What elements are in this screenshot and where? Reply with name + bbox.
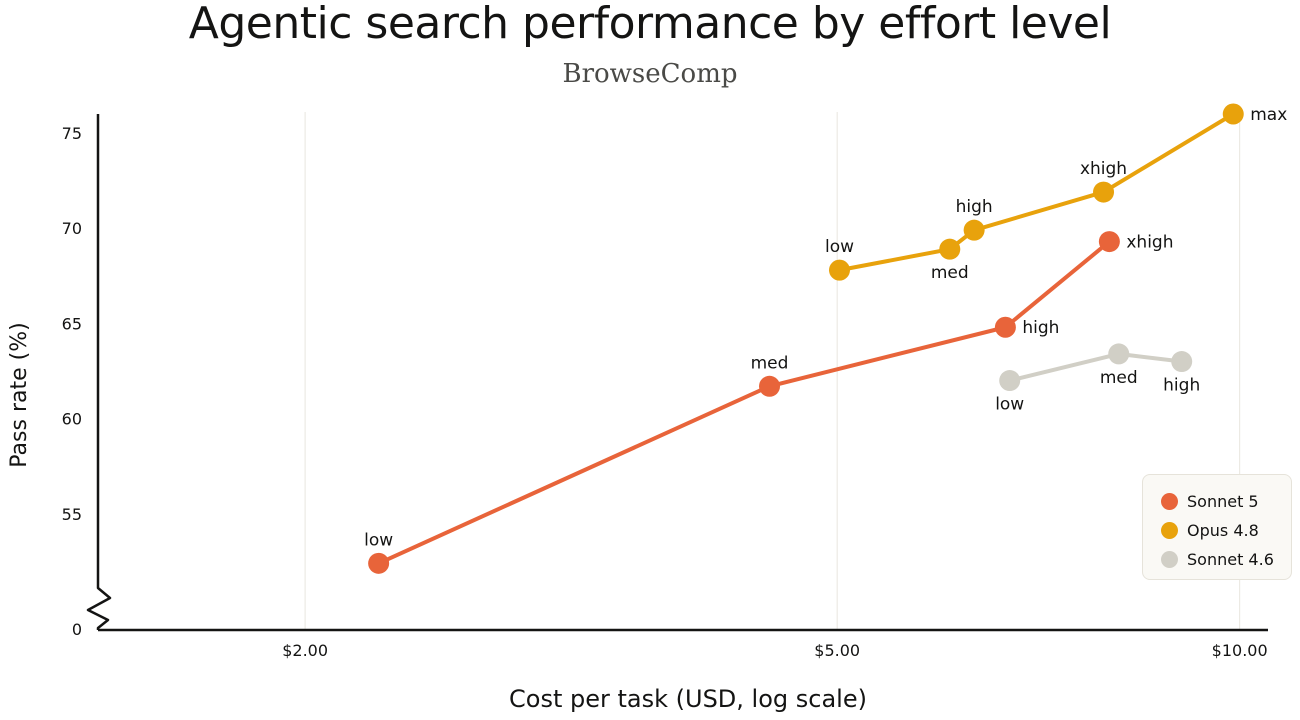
data-point xyxy=(1222,103,1244,125)
point-label: med xyxy=(1100,368,1138,388)
point-label: high xyxy=(1022,318,1059,338)
y-axis-line xyxy=(86,114,112,630)
legend-swatch xyxy=(1161,551,1178,568)
y-break-tick-label: 0 xyxy=(72,620,82,639)
series-lines xyxy=(377,112,1235,566)
series-line xyxy=(377,240,1111,566)
series-line xyxy=(1009,351,1182,383)
y-tick-label: 55 xyxy=(62,505,82,524)
point-label: xhigh xyxy=(1126,233,1173,253)
data-point xyxy=(994,316,1016,338)
x-tick-label: $10.00 xyxy=(1212,641,1268,660)
data-point xyxy=(999,370,1021,392)
chart-subtitle: BrowseComp xyxy=(562,59,738,89)
chart-title: Agentic search performance by effort lev… xyxy=(188,0,1112,49)
y-tick-label: 75 xyxy=(62,124,82,143)
legend-item: Sonnet 4.6 xyxy=(1161,545,1291,574)
x-tick-label: $5.00 xyxy=(814,641,860,660)
axes: $2.00 $5.00 $10.00 55 60 65 70 75 0 xyxy=(62,114,1268,660)
point-labels: low med high xhigh low med high xhigh max low med h… xyxy=(364,105,1287,550)
point-label: high xyxy=(1163,376,1200,396)
point-label: max xyxy=(1250,105,1287,125)
y-tick-label: 70 xyxy=(62,219,82,238)
data-point xyxy=(939,238,961,260)
legend-label: Sonnet 4.6 xyxy=(1187,550,1274,569)
data-point xyxy=(1098,231,1120,253)
point-label: low xyxy=(825,237,854,257)
point-label: med xyxy=(931,263,969,283)
y-tick-label: 65 xyxy=(62,314,82,333)
data-point xyxy=(1093,181,1115,203)
point-label: med xyxy=(751,353,789,373)
legend-swatch xyxy=(1161,493,1178,510)
point-label: low xyxy=(995,395,1024,415)
legend-item: Sonnet 5 xyxy=(1161,487,1291,516)
series-line xyxy=(839,112,1235,273)
legend: Sonnet 5 Opus 4.8 Sonnet 4.6 xyxy=(1142,474,1292,580)
data-point xyxy=(1108,343,1130,365)
y-axis-label: Pass rate (%) xyxy=(7,322,32,467)
data-point xyxy=(828,259,850,281)
point-label: low xyxy=(364,530,393,550)
y-tick-label: 60 xyxy=(62,410,82,429)
legend-label: Opus 4.8 xyxy=(1187,521,1259,540)
data-point xyxy=(759,375,781,397)
legend-label: Sonnet 5 xyxy=(1187,492,1259,511)
data-point xyxy=(1171,351,1193,373)
series-points xyxy=(368,103,1244,574)
legend-item: Opus 4.8 xyxy=(1161,516,1291,545)
legend-swatch xyxy=(1161,522,1178,539)
data-point xyxy=(368,552,390,574)
point-label: xhigh xyxy=(1080,159,1127,179)
data-point xyxy=(963,219,985,241)
x-axis-label: Cost per task (USD, log scale) xyxy=(509,685,867,713)
point-label: high xyxy=(956,197,993,217)
x-tick-label: $2.00 xyxy=(282,641,328,660)
